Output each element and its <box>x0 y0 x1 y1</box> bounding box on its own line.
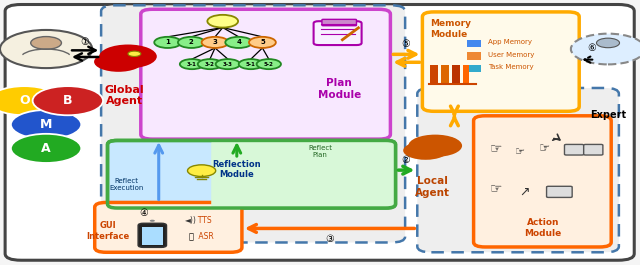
FancyBboxPatch shape <box>441 65 449 83</box>
FancyBboxPatch shape <box>547 186 572 197</box>
FancyBboxPatch shape <box>463 65 469 83</box>
Text: Task Memory: Task Memory <box>488 64 533 70</box>
FancyBboxPatch shape <box>211 140 396 208</box>
Circle shape <box>0 86 60 115</box>
Text: 2: 2 <box>189 39 194 45</box>
Text: ①: ① <box>81 37 90 47</box>
Text: ⑥: ⑥ <box>588 43 596 53</box>
Text: A: A <box>41 142 51 155</box>
Text: User: User <box>33 127 59 138</box>
Circle shape <box>154 37 181 48</box>
Circle shape <box>403 141 448 160</box>
FancyBboxPatch shape <box>314 21 362 45</box>
Text: 3-2: 3-2 <box>205 62 215 67</box>
Text: 5-2: 5-2 <box>264 62 274 67</box>
Text: ASR: ASR <box>196 232 214 241</box>
Circle shape <box>0 30 92 68</box>
FancyBboxPatch shape <box>584 144 603 155</box>
Text: 1: 1 <box>165 39 170 45</box>
Text: ◄)): ◄)) <box>185 216 196 225</box>
Text: GUI
Interface: GUI Interface <box>86 221 129 241</box>
Text: O: O <box>19 94 29 107</box>
Circle shape <box>150 220 155 222</box>
FancyBboxPatch shape <box>422 12 579 111</box>
FancyBboxPatch shape <box>467 65 481 72</box>
FancyBboxPatch shape <box>417 88 619 252</box>
Text: Reflection
Module: Reflection Module <box>212 160 261 179</box>
FancyBboxPatch shape <box>108 140 396 208</box>
Circle shape <box>198 59 222 69</box>
Text: 3-3: 3-3 <box>223 62 233 67</box>
Circle shape <box>128 51 141 56</box>
Text: TTS: TTS <box>193 216 212 225</box>
Text: Reflect
Execution: Reflect Execution <box>109 178 144 191</box>
Text: Global
Agent: Global Agent <box>105 85 145 106</box>
Text: ☞: ☞ <box>515 147 525 157</box>
FancyBboxPatch shape <box>142 227 163 245</box>
Circle shape <box>11 110 81 139</box>
Circle shape <box>207 15 238 28</box>
Text: Plan
Module: Plan Module <box>317 78 361 100</box>
FancyBboxPatch shape <box>101 5 405 242</box>
FancyBboxPatch shape <box>452 65 460 83</box>
Text: 3: 3 <box>212 39 218 45</box>
FancyBboxPatch shape <box>141 9 390 139</box>
Text: Reflect
Plan: Reflect Plan <box>308 144 332 158</box>
Text: ②: ② <box>401 155 410 165</box>
Text: B: B <box>63 94 72 107</box>
FancyBboxPatch shape <box>430 65 438 83</box>
Text: Memory
Module: Memory Module <box>430 19 471 39</box>
Text: 4: 4 <box>236 39 241 45</box>
Circle shape <box>249 37 276 48</box>
FancyBboxPatch shape <box>5 5 634 260</box>
FancyBboxPatch shape <box>467 52 481 60</box>
Circle shape <box>257 59 281 69</box>
FancyBboxPatch shape <box>467 40 481 47</box>
FancyBboxPatch shape <box>95 202 242 252</box>
Text: ③: ③ <box>325 233 334 244</box>
Text: 🎤: 🎤 <box>188 232 193 241</box>
Circle shape <box>571 34 640 64</box>
Circle shape <box>180 59 204 69</box>
Text: ⑤: ⑤ <box>401 39 410 49</box>
FancyBboxPatch shape <box>322 19 356 26</box>
Text: App Memory: App Memory <box>488 39 532 45</box>
Circle shape <box>225 37 252 48</box>
FancyBboxPatch shape <box>564 144 584 155</box>
Circle shape <box>202 37 228 48</box>
Circle shape <box>99 45 157 68</box>
Text: ☞: ☞ <box>490 181 502 195</box>
Text: ☞: ☞ <box>490 142 502 155</box>
Text: Action
Module: Action Module <box>524 218 561 238</box>
Text: Local
Agent: Local Agent <box>415 176 449 198</box>
Text: M: M <box>40 118 52 131</box>
Circle shape <box>94 52 143 72</box>
Circle shape <box>239 59 263 69</box>
FancyBboxPatch shape <box>138 223 166 247</box>
Circle shape <box>33 86 103 115</box>
Circle shape <box>31 37 61 49</box>
Circle shape <box>596 38 620 48</box>
Text: 3-1: 3-1 <box>187 62 197 67</box>
Text: 5-1: 5-1 <box>246 62 256 67</box>
FancyBboxPatch shape <box>474 116 611 247</box>
Circle shape <box>188 165 216 176</box>
Circle shape <box>178 37 205 48</box>
Text: ↗: ↗ <box>520 186 530 199</box>
Circle shape <box>216 59 240 69</box>
Circle shape <box>11 134 81 163</box>
Text: Expert: Expert <box>590 110 626 120</box>
Circle shape <box>408 135 462 157</box>
Text: 5: 5 <box>260 39 265 45</box>
Text: User Memory: User Memory <box>488 52 534 58</box>
Text: ☞: ☞ <box>538 142 550 155</box>
Text: ④: ④ <box>140 208 148 218</box>
